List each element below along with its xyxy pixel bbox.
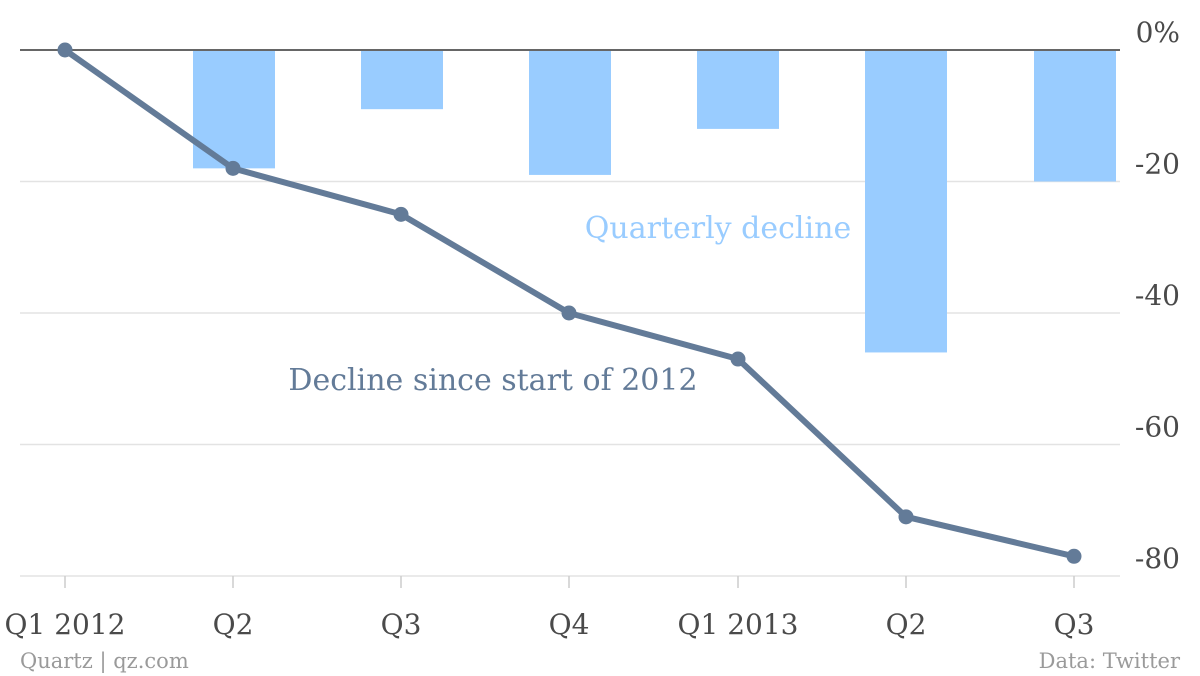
line-series-annotation: Decline since start of 2012	[288, 363, 697, 398]
x-tick-label: Q2	[886, 608, 927, 641]
bar	[697, 50, 779, 129]
line-point	[898, 509, 914, 525]
x-tick-label: Q3	[1054, 608, 1095, 641]
bar	[529, 50, 611, 175]
bar	[1034, 50, 1116, 182]
y-tick-label: 0%	[1136, 16, 1180, 49]
line-series	[57, 42, 1082, 564]
bar	[361, 50, 443, 110]
x-tick-label: Q1 2013	[678, 608, 799, 641]
x-tick-label: Q2	[213, 608, 254, 641]
y-tick-label: -40	[1135, 279, 1180, 312]
y-tick-label: -60	[1135, 411, 1180, 444]
y-tick-label: -80	[1135, 542, 1180, 575]
line-point	[393, 206, 409, 222]
x-tick-label: Q1 2012	[5, 608, 126, 641]
bar-series	[193, 50, 1116, 353]
x-tick-label: Q4	[549, 608, 590, 641]
line-point	[730, 351, 746, 367]
y-tick-label: -20	[1135, 148, 1180, 181]
data-source: Data: Twitter	[1039, 649, 1181, 673]
bar	[865, 50, 947, 353]
x-axis-ticks: Q1 2012 Q2 Q3 Q4 Q1 2013 Q2 Q3	[5, 576, 1095, 641]
line-point	[225, 160, 241, 176]
line-point	[1066, 548, 1082, 564]
y-axis-ticks: 0% -20 -40 -60 -80	[1135, 16, 1180, 575]
x-tick-label: Q3	[381, 608, 422, 641]
line-point	[57, 42, 73, 58]
source-credit: Quartz | qz.com	[20, 649, 189, 674]
line-point	[561, 305, 577, 321]
bar-series-annotation: Quarterly decline	[585, 211, 851, 246]
